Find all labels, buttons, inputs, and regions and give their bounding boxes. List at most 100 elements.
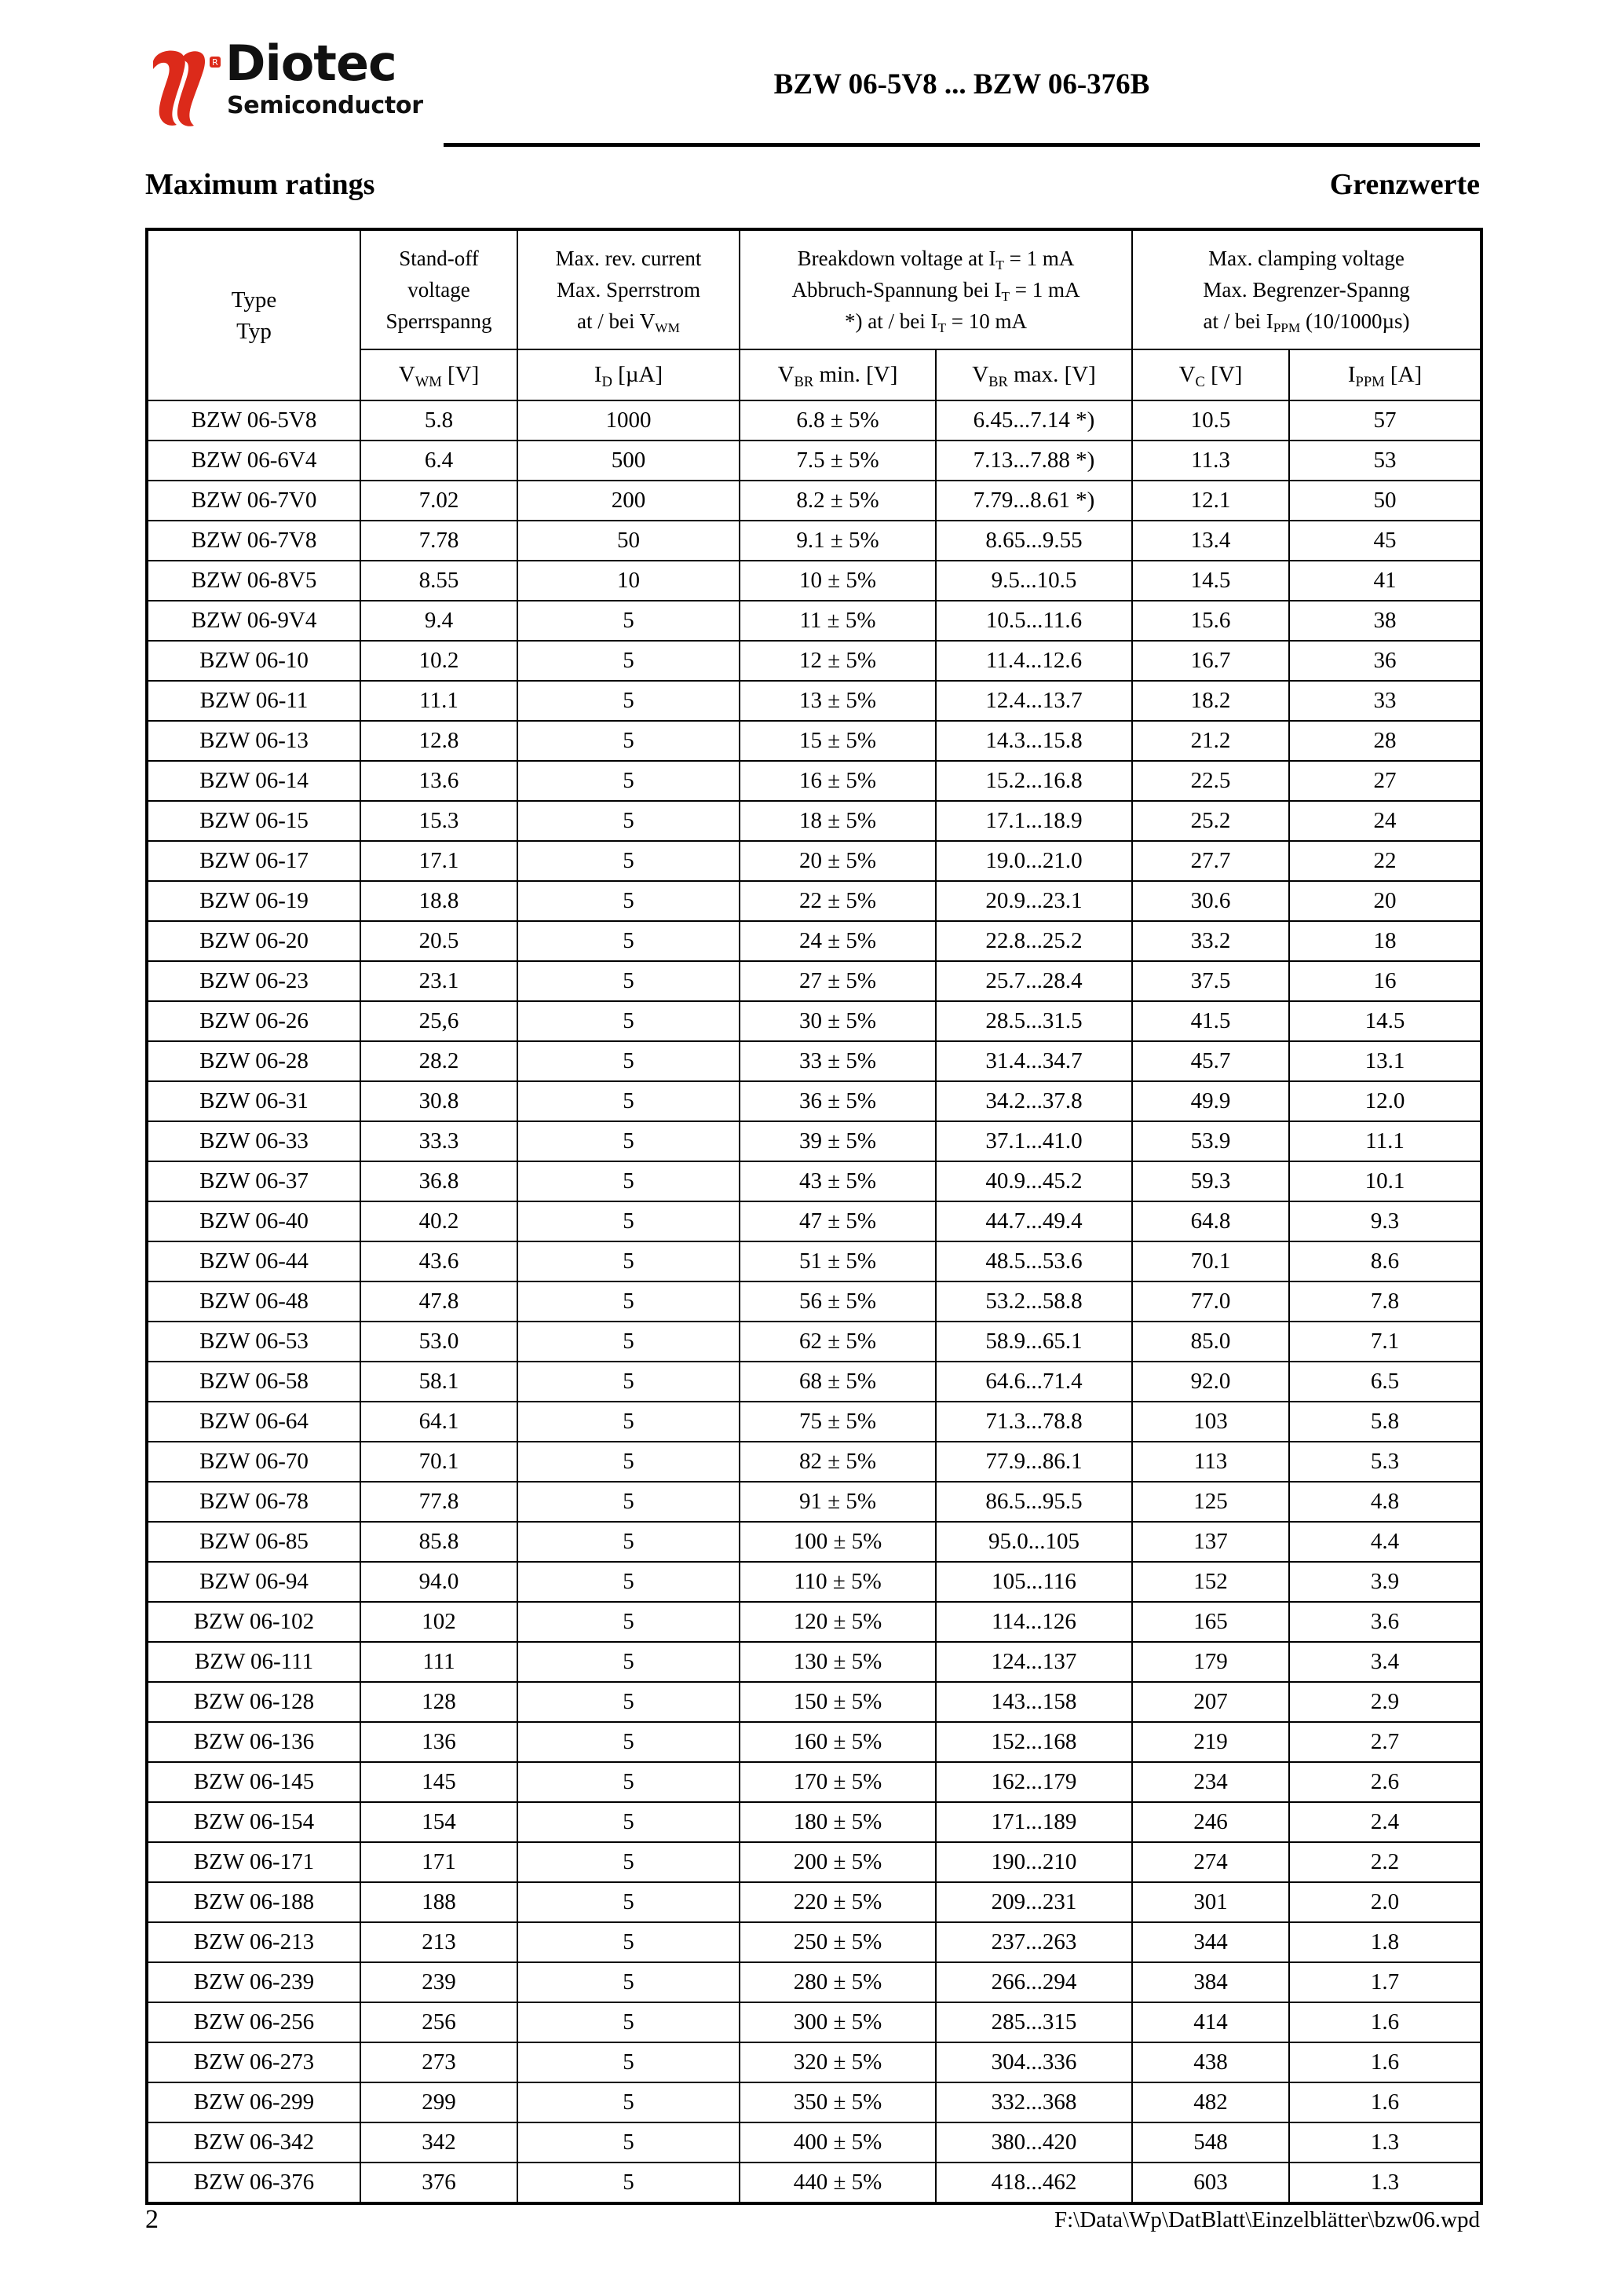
header-breakdown-voltage: Breakdown voltage at IT = 1 mA Abbruch-S… <box>738 229 1134 350</box>
cell-vbr-max: 114...126 <box>934 1601 1134 1643</box>
cell-id: 5 <box>517 920 740 962</box>
cell-vwm: 213 <box>360 1921 518 1963</box>
cell-vbr-max: 71.3...78.8 <box>934 1401 1134 1442</box>
cell-vbr-max: 162...179 <box>934 1761 1134 1803</box>
header-breakdown-l2a: Abbruch-Spannung bei I <box>791 278 1002 302</box>
cell-vbr-min: 20 ± 5% <box>739 840 937 882</box>
cell-vbr-min: 170 ± 5% <box>739 1761 937 1803</box>
table-row: BZW 06-171 171 5 200 ± 5% 190...210 274 2.2 <box>146 1841 1483 1883</box>
table-row: BZW 06-48 47.8 5 56 ± 5% 53.2...58.8 77.0 7.8 <box>146 1281 1483 1322</box>
cell-vwm: 7.02 <box>360 480 518 521</box>
cell-type: BZW 06-7V8 <box>146 520 361 561</box>
cell-vbr-max: 25.7...28.4 <box>934 960 1134 1002</box>
cell-vbr-min: 27 ± 5% <box>739 960 937 1002</box>
cell-vbr-min: 30 ± 5% <box>739 1000 937 1042</box>
cell-id: 5 <box>517 1241 740 1282</box>
cell-id: 5 <box>517 1000 740 1042</box>
cell-ippm: 7.1 <box>1288 1321 1483 1362</box>
cell-vc: 25.2 <box>1131 800 1291 842</box>
cell-vbr-max: 8.65...9.55 <box>934 520 1134 561</box>
cell-vc: 41.5 <box>1131 1000 1291 1042</box>
cell-vc: 113 <box>1131 1441 1291 1483</box>
cell-id: 5 <box>517 640 740 682</box>
table-row: BZW 06-28 28.2 5 33 ± 5% 31.4...34.7 45.7 13.1 <box>146 1040 1483 1082</box>
cell-id: 5 <box>517 1841 740 1883</box>
cell-ippm: 2.2 <box>1288 1841 1483 1883</box>
cell-vbr-min: 400 ± 5% <box>739 2122 937 2163</box>
cell-vwm: 10.2 <box>360 640 518 682</box>
cell-vbr-min: 15 ± 5% <box>739 720 937 762</box>
cell-vc: 27.7 <box>1131 840 1291 882</box>
table-row: BZW 06-102 102 5 120 ± 5% 114...126 165 3.6 <box>146 1601 1483 1643</box>
cell-vbr-max: 86.5...95.5 <box>934 1481 1134 1523</box>
table-row: BZW 06-299 299 5 350 ± 5% 332...368 482 1.6 <box>146 2082 1483 2123</box>
table-row: BZW 06-256 256 5 300 ± 5% 285...315 414 1.6 <box>146 2002 1483 2043</box>
cell-vbr-min: 11 ± 5% <box>739 600 937 642</box>
cell-id: 5 <box>517 1121 740 1162</box>
cell-vbr-max: 40.9...45.2 <box>934 1161 1134 1202</box>
header-unit-vc: VC [V] <box>1131 349 1291 401</box>
cell-vwm: 23.1 <box>360 960 518 1002</box>
cell-vc: 438 <box>1131 2042 1291 2083</box>
header-clamping-l1: Max. clamping voltage <box>1208 247 1405 270</box>
cell-vbr-min: 75 ± 5% <box>739 1401 937 1442</box>
cell-id: 50 <box>517 520 740 561</box>
cell-id: 5 <box>517 2162 740 2204</box>
cell-ippm: 5.3 <box>1288 1441 1483 1483</box>
cell-vc: 15.6 <box>1131 600 1291 642</box>
cell-type: BZW 06-85 <box>146 1521 361 1563</box>
cell-id: 5 <box>517 1361 740 1402</box>
cell-vbr-min: 160 ± 5% <box>739 1721 937 1763</box>
cell-type: BZW 06-256 <box>146 2002 361 2043</box>
cell-id: 5 <box>517 840 740 882</box>
cell-vc: 246 <box>1131 1801 1291 1843</box>
cell-vbr-max: 53.2...58.8 <box>934 1281 1134 1322</box>
header-unit-ippm-sym: I <box>1347 362 1356 387</box>
cell-vwm: 47.8 <box>360 1281 518 1322</box>
cell-vbr-min: 62 ± 5% <box>739 1321 937 1362</box>
cell-id: 5 <box>517 720 740 762</box>
cell-vbr-max: 143...158 <box>934 1681 1134 1723</box>
page-footer: 2 F:\Data\Wp\DatBlatt\Einzelblätter\bzw0… <box>145 2203 1480 2242</box>
cell-vwm: 5.8 <box>360 400 518 441</box>
cell-id: 5 <box>517 1281 740 1322</box>
header-unit-vwm-sym: V <box>398 362 415 387</box>
cell-ippm: 3.4 <box>1288 1641 1483 1683</box>
cell-type: BZW 06-23 <box>146 960 361 1002</box>
cell-type: BZW 06-11 <box>146 680 361 722</box>
header-standoff-l2: voltage <box>407 278 470 302</box>
cell-vbr-min: 350 ± 5% <box>739 2082 937 2123</box>
table-row: BZW 06-10 10.2 5 12 ± 5% 11.4...12.6 16.7 36 <box>146 640 1483 682</box>
cell-type: BZW 06-136 <box>146 1721 361 1763</box>
cell-vc: 603 <box>1131 2162 1291 2204</box>
cell-id: 5 <box>517 600 740 642</box>
cell-ippm: 1.6 <box>1288 2042 1483 2083</box>
cell-ippm: 36 <box>1288 640 1483 682</box>
cell-ippm: 12.0 <box>1288 1080 1483 1122</box>
cell-vc: 64.8 <box>1131 1201 1291 1242</box>
cell-type: BZW 06-48 <box>146 1281 361 1322</box>
cell-id: 5 <box>517 1961 740 2003</box>
cell-ippm: 6.5 <box>1288 1361 1483 1402</box>
cell-type: BZW 06-15 <box>146 800 361 842</box>
header-clamping-l3a: at / bei I <box>1203 309 1273 333</box>
title-divider <box>444 143 1480 147</box>
cell-vc: 70.1 <box>1131 1241 1291 1282</box>
cell-type: BZW 06-78 <box>146 1481 361 1523</box>
cell-ippm: 18 <box>1288 920 1483 962</box>
cell-id: 5 <box>517 2042 740 2083</box>
header-revcurrent-l3: at / bei V <box>577 309 656 333</box>
cell-id: 5 <box>517 880 740 922</box>
cell-vbr-max: 64.6...71.4 <box>934 1361 1134 1402</box>
table-row: BZW 06-5V8 5.8 1000 6.8 ± 5% 6.45...7.14 *) 1… <box>146 400 1483 441</box>
table-body: BZW 06-5V8 5.8 1000 6.8 ± 5% 6.45...7.14 *) 1… <box>146 400 1483 2204</box>
cell-vbr-min: 120 ± 5% <box>739 1601 937 1643</box>
cell-ippm: 50 <box>1288 480 1483 521</box>
cell-id: 5 <box>517 960 740 1002</box>
cell-vc: 77.0 <box>1131 1281 1291 1322</box>
cell-vbr-max: 332...368 <box>934 2082 1134 2123</box>
cell-ippm: 1.3 <box>1288 2162 1483 2204</box>
cell-ippm: 2.7 <box>1288 1721 1483 1763</box>
table-row: BZW 06-31 30.8 5 36 ± 5% 34.2...37.8 49.9 12.0 <box>146 1080 1483 1122</box>
cell-vbr-max: 34.2...37.8 <box>934 1080 1134 1122</box>
